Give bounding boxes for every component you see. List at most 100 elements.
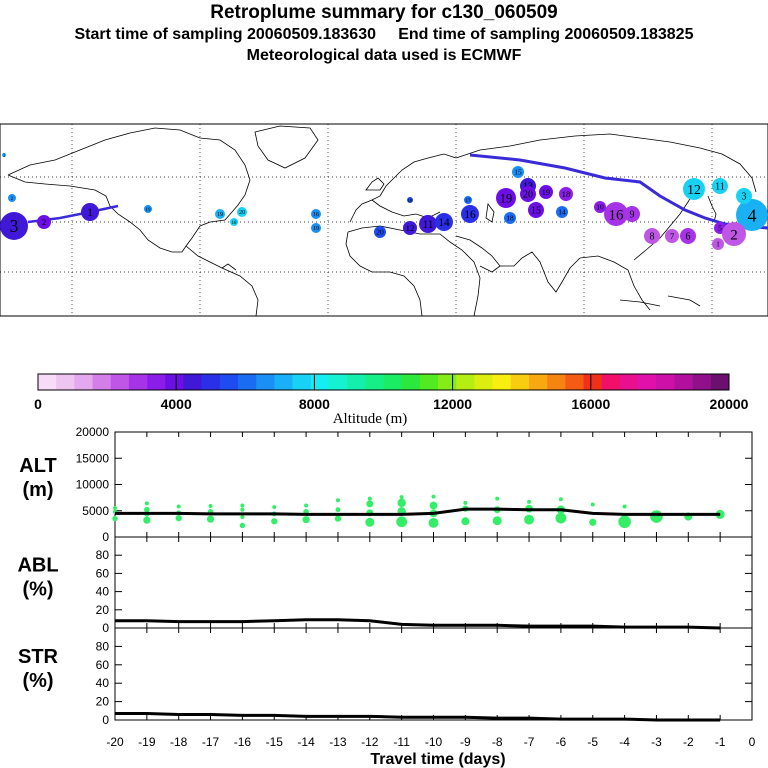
alt-scatter-point xyxy=(492,516,502,526)
plot-title: Retroplume summary for c130_060509 xyxy=(210,2,558,23)
abl-ylabel: ABL xyxy=(17,555,58,577)
alt-ylabel: (m) xyxy=(22,479,53,501)
map-marker xyxy=(461,205,479,223)
map-marker xyxy=(680,228,696,244)
map-marker xyxy=(81,203,99,221)
map-marker xyxy=(594,201,606,213)
map-marker-label: 11 xyxy=(423,219,434,231)
colorbar-swatch xyxy=(201,374,221,390)
map-marker xyxy=(528,202,544,218)
colorbar-swatch xyxy=(692,374,712,390)
alt-scatter-point xyxy=(271,518,278,525)
world-map: 3232119191820161920121114161718181513192… xyxy=(0,123,768,317)
colorbar-swatch xyxy=(310,374,330,390)
abl-ytick-label: 40 xyxy=(96,585,110,599)
xtick-label: -12 xyxy=(361,735,379,749)
colorbar-swatch xyxy=(401,374,421,390)
xtick-label: -4 xyxy=(619,735,630,749)
map-marker xyxy=(556,206,568,218)
map-marker xyxy=(403,221,417,235)
colorbar-swatch xyxy=(419,374,439,390)
colorbar-swatch xyxy=(147,374,166,390)
map-marker xyxy=(504,212,516,224)
alt-scatter-point xyxy=(428,517,439,528)
map-marker-label: 20 xyxy=(239,209,245,216)
colorbar-swatch xyxy=(510,374,530,390)
alt-ytick-label: 15000 xyxy=(76,451,110,465)
map-marker-label: 12 xyxy=(687,182,701,197)
colorbar-swatch xyxy=(74,374,93,390)
colorbar-swatch xyxy=(347,374,366,390)
map-marker-label: 18 xyxy=(506,214,514,223)
alt-scatter-point xyxy=(335,498,340,503)
colorbar-tick-label: 20000 xyxy=(710,396,749,412)
xtick-label: -8 xyxy=(492,735,503,749)
map-marker-label: 1 xyxy=(716,240,720,249)
map-marker-label: 4 xyxy=(748,205,757,225)
colorbar-swatch xyxy=(328,374,348,390)
alt-scatter-point xyxy=(176,504,181,509)
map-marker-label: 18 xyxy=(562,189,571,199)
colorbar-swatch xyxy=(656,374,675,390)
xtick-label: -11 xyxy=(393,735,410,749)
map-marker-label: 12 xyxy=(406,223,415,233)
str-frame xyxy=(114,627,753,721)
colorbar-swatch xyxy=(256,374,275,390)
alt-ytick-label: 5000 xyxy=(82,504,109,518)
map-marker-label: 16 xyxy=(609,207,625,223)
met-data-source: Meteorological data used is ECMWF xyxy=(246,47,522,64)
map-marker-label: 16 xyxy=(464,209,476,221)
map-marker xyxy=(604,202,628,226)
map-marker xyxy=(496,188,516,208)
alt-scatter-point xyxy=(622,504,627,509)
map-marker-label: 6 xyxy=(686,232,691,243)
alt-scatter-point xyxy=(650,510,663,523)
xtick-label: -14 xyxy=(297,735,315,749)
abl-ytick-label: 80 xyxy=(96,548,110,562)
colorbar-swatch xyxy=(165,374,184,390)
colorbar-swatch xyxy=(492,374,512,390)
colorbar-tick-label: 16000 xyxy=(571,396,610,412)
map-marker xyxy=(539,185,553,199)
abl-frame xyxy=(114,536,753,629)
map-marker-label: 15 xyxy=(514,168,522,177)
map-marker xyxy=(419,215,437,233)
colorbar-swatch xyxy=(219,374,239,390)
map-marker xyxy=(37,215,51,229)
map-marker xyxy=(215,209,225,219)
map-frame xyxy=(0,123,768,317)
colorbar-tick-label: 8000 xyxy=(299,396,330,412)
colorbar-tick-label: 0 xyxy=(34,396,42,412)
alt-ytick-label: 10000 xyxy=(76,478,110,492)
xtick-label: -13 xyxy=(329,735,347,749)
xtick-label: -10 xyxy=(425,735,443,749)
map-marker-label: 2 xyxy=(11,197,14,202)
xtick-label: -18 xyxy=(170,735,188,749)
alt-scatter-point xyxy=(144,506,150,513)
str-panel: 0 20 40 60 80 STR(%) xyxy=(18,627,753,727)
map-marker-label: 19 xyxy=(146,208,152,213)
alt-scatter-point xyxy=(618,515,631,529)
alt-scatter-point xyxy=(208,504,213,509)
alt-scatter-point xyxy=(366,500,374,508)
colorbar-swatch xyxy=(365,374,384,390)
alt-scatter-point xyxy=(335,507,341,513)
colorbar-swatch xyxy=(547,374,566,390)
xtick-label: -9 xyxy=(460,735,471,749)
abl-ylabel: (%) xyxy=(22,579,53,601)
colorbar-swatch xyxy=(674,374,693,390)
map-marker xyxy=(311,209,321,219)
map-marker xyxy=(407,197,413,203)
str-ytick-label: 60 xyxy=(96,658,110,672)
alt-scatter-point xyxy=(112,515,118,522)
abl-ytick-label: 20 xyxy=(96,603,110,617)
xtick-label: -19 xyxy=(138,735,156,749)
colorbar-swatch xyxy=(110,374,130,390)
map-marker-label: 1 xyxy=(87,207,93,219)
map-marker xyxy=(665,229,679,243)
map-marker-label: 10 xyxy=(596,203,604,212)
alt-scatter-point xyxy=(463,500,468,505)
str-ytick-label: 0 xyxy=(102,713,109,727)
alt-scatter-point xyxy=(461,517,470,526)
colorbar-tick-label: 12000 xyxy=(433,396,472,412)
